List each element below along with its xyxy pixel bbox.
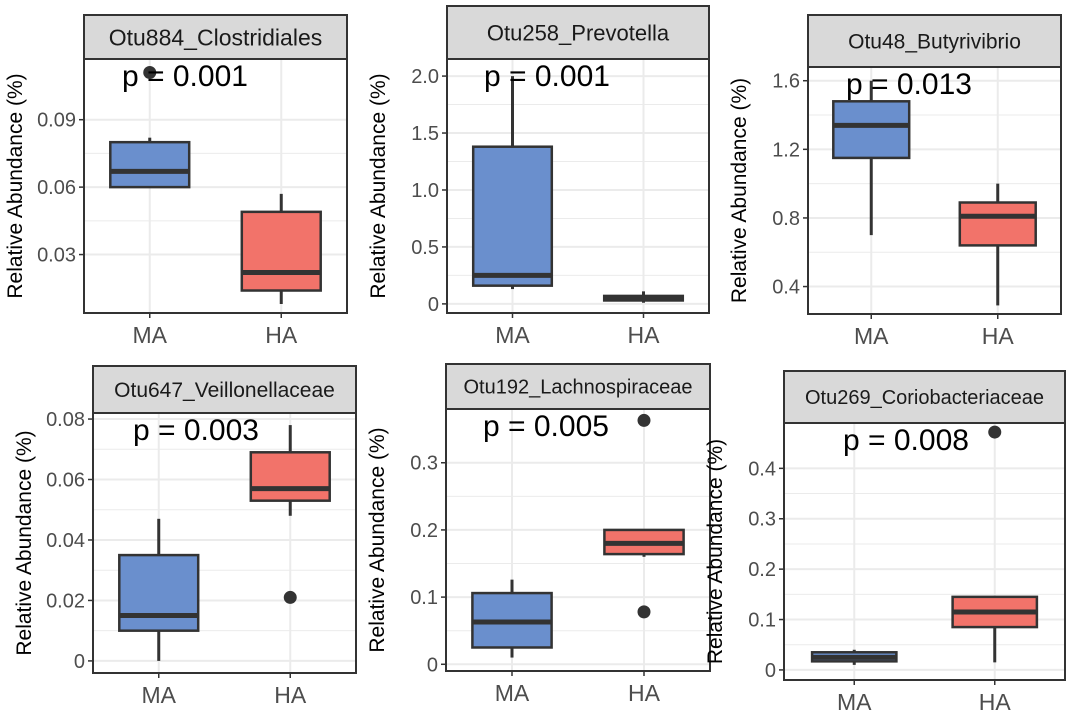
- x-tick-label: MA: [133, 322, 168, 348]
- y-tick-label: 1.5: [411, 123, 439, 145]
- facet-strip: [445, 363, 711, 410]
- y-tick-label: 0.1: [410, 587, 438, 609]
- y-axis-label: Relative Abundance (%): [366, 427, 389, 652]
- box-ha: [603, 413, 685, 619]
- p-value-label: p = 0.013: [846, 68, 972, 101]
- box-body: [240, 210, 322, 292]
- facet-strip: [92, 365, 357, 414]
- x-tick-label: MA: [495, 680, 530, 706]
- box-ha: [602, 291, 685, 303]
- p-value-label: p = 0.005: [483, 410, 609, 443]
- outlier-point: [143, 65, 157, 79]
- facet-title: Otu269_Coriobacteriaceae: [805, 387, 1044, 409]
- y-tick-label: 0.4: [748, 458, 776, 480]
- box-body: [109, 140, 191, 189]
- y-tick-label: 1.6: [772, 71, 800, 93]
- y-axis-label: Relative Abundance (%): [367, 73, 390, 298]
- y-tick-label: 0.2: [748, 559, 776, 581]
- panel-4: 0 0.02 0.04 0.06 0.08 Otu647_Veillonellaceaep…: [13, 365, 357, 708]
- box-ma: [471, 76, 554, 290]
- facet-strip: [446, 5, 710, 60]
- y-tick-label: 0.5: [411, 237, 439, 259]
- outlier-point: [988, 425, 1002, 439]
- x-tick-label: HA: [628, 322, 661, 348]
- y-tick-label: 0.3: [410, 453, 438, 475]
- y-tick-label: 0.8: [772, 208, 800, 230]
- x-tick-label: MA: [837, 689, 872, 715]
- y-tick-label: 0: [765, 660, 776, 682]
- box-body: [958, 201, 1037, 247]
- x-tick-label: HA: [982, 323, 1015, 349]
- box-ma: [471, 579, 553, 658]
- box-ha: [249, 425, 331, 604]
- plot-area: [784, 423, 1065, 680]
- p-value-label: p = 0.001: [484, 60, 610, 93]
- y-axis-label: Relative Abundance (%): [728, 78, 751, 303]
- x-tick-label: HA: [628, 680, 661, 706]
- box-ma: [109, 65, 191, 189]
- box-ha: [951, 425, 1039, 663]
- y-tick-label: 0: [427, 654, 438, 676]
- y-tick-label: 0: [428, 294, 439, 316]
- outlier-point: [283, 590, 297, 604]
- x-tick-label: HA: [265, 322, 298, 348]
- facet-strip: [807, 14, 1062, 68]
- box-ha: [240, 193, 322, 305]
- y-tick-label: 0.04: [46, 530, 85, 552]
- x-tick-label: MA: [854, 323, 889, 349]
- y-axis-label: Relative Abundance (%): [13, 430, 36, 655]
- x-tick-label: HA: [274, 682, 307, 708]
- y-tick-label: 2.0: [411, 66, 439, 88]
- p-value-label: p = 0.008: [843, 424, 969, 457]
- box-ma: [810, 649, 898, 665]
- y-tick-label: 0.08: [46, 409, 85, 431]
- facet-title: Otu48_Butyrivibrio: [848, 31, 1021, 54]
- y-tick-label: 0.06: [46, 470, 85, 492]
- y-tick-label: 0.02: [46, 590, 85, 612]
- x-tick-label: MA: [495, 322, 530, 348]
- y-tick-label: 0: [74, 651, 85, 673]
- facet-title: Otu258_Prevotella: [487, 20, 670, 45]
- box-ma: [118, 518, 200, 661]
- outlier-point: [637, 413, 651, 427]
- x-tick-label: MA: [142, 682, 177, 708]
- y-tick-label: 0.09: [37, 110, 76, 132]
- y-tick-label: 0.06: [37, 177, 76, 199]
- outlier-point: [637, 605, 651, 619]
- facet-strip: [83, 14, 348, 60]
- y-axis-label: Relative Abundance (%): [704, 439, 727, 664]
- box-ma: [832, 80, 911, 236]
- facet-strip: [783, 370, 1066, 424]
- box-ha: [958, 183, 1037, 306]
- y-tick-label: 0.3: [748, 509, 776, 531]
- y-tick-label: 0.2: [410, 520, 438, 542]
- y-tick-label: 0.1: [748, 610, 776, 632]
- y-tick-label: 1.2: [772, 139, 800, 161]
- p-value-label: p = 0.003: [133, 414, 259, 447]
- y-tick-label: 0.03: [37, 245, 76, 267]
- box-body: [249, 451, 331, 502]
- box-body: [832, 100, 911, 160]
- y-tick-label: 0.4: [772, 277, 800, 299]
- x-tick-label: HA: [979, 689, 1012, 715]
- box-body: [118, 553, 200, 632]
- box-body: [471, 145, 554, 287]
- y-tick-label: 1.0: [411, 180, 439, 202]
- facet-title: Otu192_Lachnospiraceae: [463, 377, 692, 399]
- facet-title: Otu884_Clostridiales: [109, 24, 323, 50]
- y-axis-label: Relative Abundance (%): [4, 73, 27, 298]
- p-value-label: p = 0.001: [122, 60, 248, 93]
- facet-title: Otu647_Veillonellaceae: [114, 379, 335, 402]
